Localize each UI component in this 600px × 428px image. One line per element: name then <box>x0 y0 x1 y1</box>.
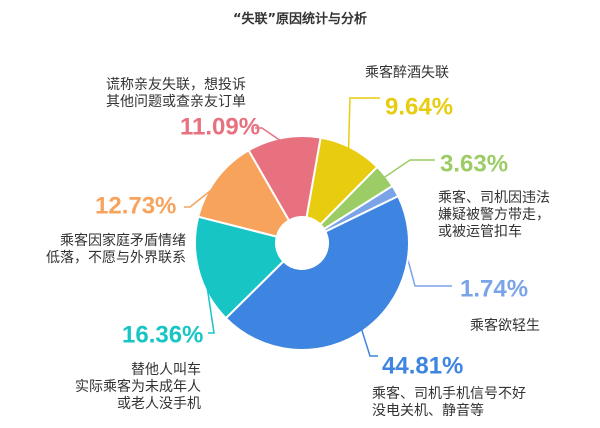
data-label-suicide: 1.74% <box>460 275 528 302</box>
leader-dot-police <box>377 176 384 183</box>
category-label-phone: 乘客、司机手机信号不好 <box>372 385 526 402</box>
category-label-false_claim: 其他问题或查亲友订单 <box>106 94 246 110</box>
data-label-police: 3.63% <box>440 150 508 177</box>
leader-dot-false_claim <box>281 140 288 147</box>
slice-family <box>197 148 291 238</box>
category-label-proxy: 实际乘客为未成年人 <box>75 378 201 395</box>
leader-line-family <box>184 181 222 208</box>
category-label-proxy: 替他人叫车 <box>131 361 201 378</box>
data-label-proxy: 16.36% <box>122 321 203 348</box>
category-label-family: 低落，不愿与外界联系 <box>46 250 186 266</box>
data-label-false_claim: 11.09% <box>180 113 260 140</box>
leader-dot-phone <box>357 322 364 329</box>
leader-dot-proxy <box>201 266 208 273</box>
category-label-false_claim: 谎称亲友失联，想投诉 <box>106 77 246 93</box>
category-label-proxy: 或老人没手机 <box>117 396 201 412</box>
data-label-family: 12.73% <box>95 192 176 219</box>
category-label-family: 乘客因家庭矛盾情绪 <box>60 232 186 249</box>
category-label-police: 嫌疑被警方带走， <box>438 207 550 223</box>
leader-line-phone <box>359 325 378 357</box>
chart-title: “失联”原因统计与分析 <box>232 12 368 27</box>
data-label-phone: 44.81% <box>382 352 463 379</box>
category-label-police: 或被运管扣车 <box>438 223 522 240</box>
category-label-drunk: 乘客醉酒失联 <box>365 64 449 81</box>
slice-false_claim <box>247 135 322 222</box>
leader-line-proxy <box>203 269 215 334</box>
leader-line-false_claim <box>255 127 285 145</box>
leader-line-police <box>380 159 435 181</box>
leader-line-drunk <box>347 97 380 154</box>
data-label-drunk: 9.64% <box>385 93 453 120</box>
slice-phone <box>224 194 410 351</box>
leader-dot-family <box>218 178 225 185</box>
category-label-suicide: 乘客欲轻生 <box>470 317 540 334</box>
category-label-phone: 没电关机、静音等 <box>372 402 484 419</box>
leader-dot-drunk <box>345 150 352 157</box>
category-label-police: 乘客、司机因违法 <box>438 189 550 206</box>
leader-dot-suicide <box>387 190 394 197</box>
